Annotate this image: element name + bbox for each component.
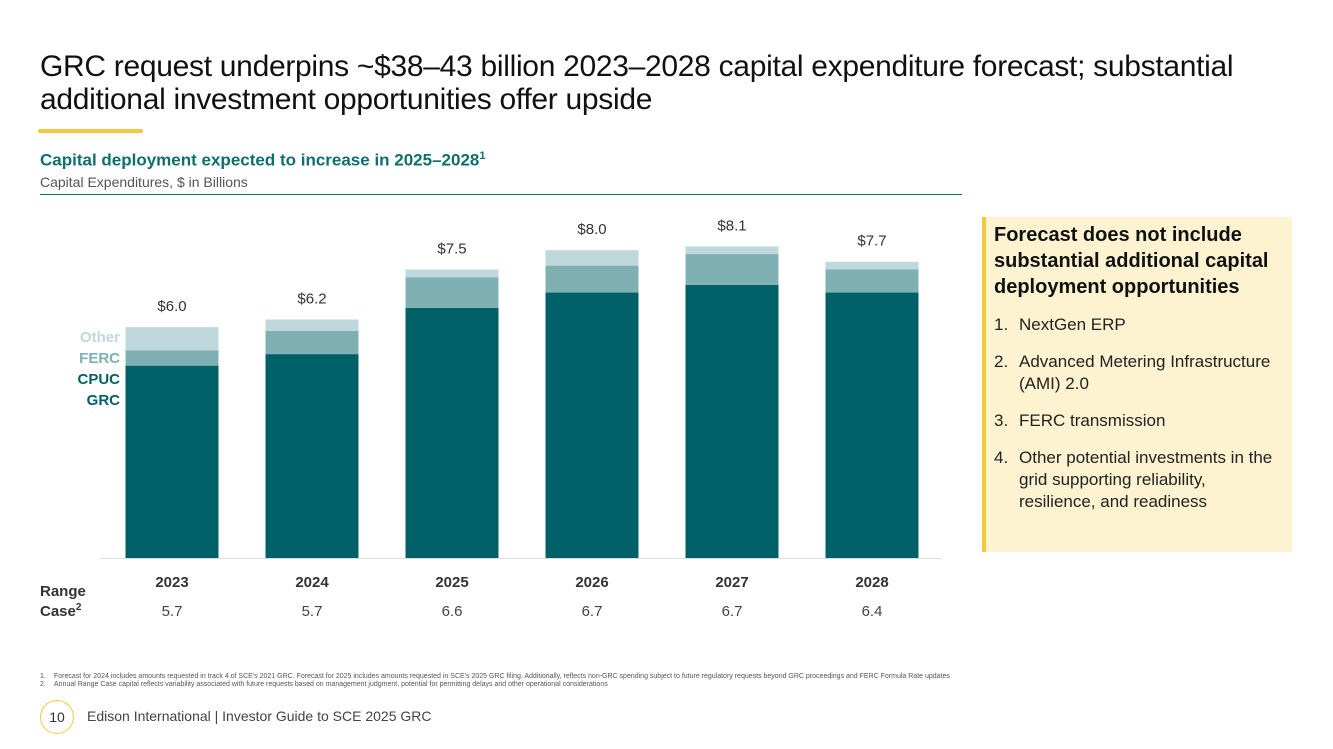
range-case-value: 6.4 <box>862 603 883 620</box>
item-number: 2. <box>994 352 1009 371</box>
sidebar-list: 1. NextGen ERP 2. Advanced Metering Infrast… <box>994 314 1284 513</box>
page-number: 10 <box>40 700 74 734</box>
bar-segment <box>405 269 499 278</box>
item-text: Other potential investments in the grid … <box>1019 448 1273 511</box>
chart-title: Capital deployment expected to increase … <box>40 150 480 170</box>
sidebar: Forecast does not include substantial ad… <box>982 217 1292 552</box>
sidebar-item: 2. Advanced Metering Infrastructure (AMI)… <box>994 351 1284 395</box>
item-number: 1. <box>994 315 1009 334</box>
bar-segment <box>405 277 499 308</box>
bar-segment <box>125 365 219 558</box>
bar-segment <box>545 250 639 266</box>
total-label: $7.5 <box>437 240 466 257</box>
sidebar-item: 4. Other potential investments in the gri… <box>994 447 1284 513</box>
footnote-number: 1. <box>40 673 46 680</box>
item-text: Advanced Metering Infrastructure (AMI) 2… <box>1019 352 1271 393</box>
chart-title-block: Capital deployment expected to increase … <box>40 150 486 171</box>
range-case-label: Range <box>40 583 86 600</box>
total-label: $7.7 <box>857 233 886 250</box>
item-number: 4. <box>994 448 1009 467</box>
range-case-note: 2 <box>76 602 82 613</box>
footnote: 1. Forecast for 2024 includes amounts req… <box>40 673 1290 681</box>
x-tick-label: 2026 <box>575 574 608 591</box>
bar-segment <box>545 265 639 293</box>
slide-title: GRC request underpins ~$38–43 billion 20… <box>40 50 1234 116</box>
sidebar-item: 3. FERC transmission <box>994 410 1284 432</box>
bar-segment <box>685 284 779 558</box>
total-label: $6.0 <box>157 298 186 315</box>
footnotes: 1. Forecast for 2024 includes amounts req… <box>40 673 1290 689</box>
footnote-text: Forecast for 2024 includes amounts reque… <box>54 673 950 680</box>
item-text: FERC transmission <box>1019 411 1166 430</box>
total-label: $8.1 <box>717 217 746 234</box>
footnote-number: 2. <box>40 681 46 688</box>
x-tick-label: 2028 <box>855 574 888 591</box>
sidebar-heading: Forecast does not include substantial ad… <box>994 224 1269 298</box>
total-label: $6.2 <box>297 290 326 307</box>
footnote: 2. Annual Range Case capital reflects var… <box>40 681 1290 689</box>
chart-subtitle: Capital Expenditures, $ in Billions <box>40 174 248 190</box>
x-tick-label: 2027 <box>715 574 748 591</box>
bar-segment <box>265 319 359 332</box>
footer-text: Edison International | Investor Guide to… <box>87 708 432 724</box>
x-tick-label: 2023 <box>155 574 188 591</box>
footnote-text: Annual Range Case capital reflects varia… <box>54 681 608 688</box>
separator <box>40 194 962 195</box>
range-case-value: 5.7 <box>162 603 183 620</box>
legend-label: CPUC GRC <box>77 371 120 409</box>
bar-segment <box>685 254 779 285</box>
range-case-value: 6.6 <box>442 603 463 620</box>
item-text: NextGen ERP <box>1019 315 1126 334</box>
legend-label: FERC <box>79 350 120 367</box>
bar-segment <box>125 350 219 366</box>
bar-segment <box>125 327 219 351</box>
total-label: $8.0 <box>577 221 606 238</box>
bar-segment <box>265 354 359 558</box>
range-case-value: 6.7 <box>722 603 743 620</box>
legend-label: Other <box>79 329 120 346</box>
bar-segment <box>825 269 919 293</box>
bar-segment <box>825 261 919 270</box>
bar-segment <box>265 331 359 355</box>
x-tick-label: 2024 <box>295 574 329 591</box>
title-underline <box>38 129 143 133</box>
range-case-label: Case2 <box>40 602 82 620</box>
chart-title-note: 1 <box>479 150 486 162</box>
bar-segment <box>685 246 779 255</box>
bar-segment <box>825 292 919 558</box>
x-tick-label: 2025 <box>435 574 468 591</box>
item-number: 3. <box>994 411 1009 430</box>
chart: $6.0 2023 5.7 $6.2 2024 5.7 $7.5 2025 6.6 $8.0 202… <box>40 217 942 620</box>
bar-segment <box>405 307 499 558</box>
legend: Other FERC CPUC GRC <box>60 327 120 411</box>
range-case-value: 5.7 <box>302 603 323 620</box>
range-case-value: 6.7 <box>582 603 603 620</box>
sidebar-item: 1. NextGen ERP <box>994 314 1284 336</box>
bar-segment <box>545 292 639 558</box>
